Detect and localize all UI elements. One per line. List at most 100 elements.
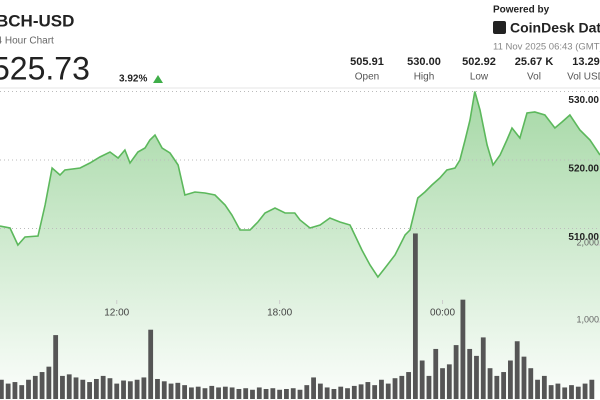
volume-bar xyxy=(311,377,316,399)
stat-label: Low xyxy=(470,72,489,83)
up-arrow xyxy=(153,75,163,83)
volume-bar xyxy=(494,375,500,399)
stat-value: 13.29 xyxy=(572,56,600,68)
volume-bar xyxy=(39,372,45,399)
powered-by: Powered by xyxy=(493,5,550,16)
volume-bar xyxy=(412,233,418,399)
volume-bar xyxy=(168,383,174,399)
price-line xyxy=(0,91,600,279)
volume-bar xyxy=(100,375,106,399)
volume-bar xyxy=(582,383,588,399)
volume-bar xyxy=(148,329,154,399)
volume-bar xyxy=(12,382,18,399)
volume-bar xyxy=(372,385,378,399)
volume-bar xyxy=(297,389,303,399)
volume-bar xyxy=(453,345,459,399)
volume-bar xyxy=(555,383,561,399)
volume-bar xyxy=(141,377,147,399)
volume-bar xyxy=(365,382,371,399)
volume-bar xyxy=(250,389,255,399)
volume-bar xyxy=(351,385,357,399)
volume-bar xyxy=(528,368,534,399)
volume-bar xyxy=(263,388,269,399)
volume-bar xyxy=(460,299,466,399)
volume-bar xyxy=(107,378,113,399)
volume-bar xyxy=(277,389,283,399)
volume-bar xyxy=(487,368,493,399)
y2-tick-label: 1,000 xyxy=(576,314,599,324)
volume-bar xyxy=(426,375,432,399)
price: 525.73 xyxy=(0,50,90,86)
volume-bar xyxy=(284,388,289,399)
volume-bar xyxy=(508,360,513,399)
brand: CoinDesk Data xyxy=(510,20,600,36)
volume-bar xyxy=(127,381,133,399)
volume-bar xyxy=(324,387,330,399)
volume-bar xyxy=(26,379,31,399)
volume-bar xyxy=(474,355,479,399)
y2-tick-label: 2,000 xyxy=(576,237,599,247)
volume-bar xyxy=(399,375,405,399)
volume-bar xyxy=(569,385,574,399)
x-tick-label: 12:00 xyxy=(104,308,129,319)
volume-bar xyxy=(433,348,439,399)
volume-bar xyxy=(290,388,296,399)
volume-bar xyxy=(161,381,167,399)
stat-label: Vol xyxy=(527,72,541,83)
volume-bar xyxy=(243,388,249,399)
volume-bar xyxy=(60,375,65,399)
volume-bar xyxy=(535,379,540,399)
volume-bar xyxy=(134,379,140,399)
volume-bar xyxy=(467,348,473,399)
volume-bar xyxy=(331,388,337,399)
volume-bar xyxy=(32,375,38,399)
volume-bar xyxy=(0,379,4,399)
volume-bar xyxy=(385,383,391,399)
volume-bar xyxy=(501,372,507,399)
y-tick-label: 520.00 xyxy=(568,164,599,175)
volume-bar xyxy=(195,386,201,399)
stat-value: 502.92 xyxy=(462,56,496,68)
stat-value: 505.91 xyxy=(350,56,384,68)
volume-bar xyxy=(562,387,568,399)
timestamp: 11 Nov 2025 06:43 (GMT) xyxy=(493,42,600,53)
volume-bar xyxy=(236,388,242,399)
volume-bar xyxy=(121,380,126,399)
brand-icon xyxy=(493,21,506,34)
volume-bar xyxy=(93,378,99,399)
stat-value: 25.67 K xyxy=(515,56,554,68)
volume-bar xyxy=(419,360,425,399)
volume-bar xyxy=(222,386,228,399)
volume-bar xyxy=(548,385,554,399)
volume-bar xyxy=(87,382,92,399)
area-fill xyxy=(0,91,600,400)
x-tick-label: 00:00 xyxy=(430,308,455,319)
x-tick-label: 18:00 xyxy=(267,308,292,319)
volume-bar xyxy=(182,385,188,399)
volume-bar xyxy=(541,375,547,399)
stat-value: 530.00 xyxy=(407,56,441,68)
volume-bar xyxy=(46,366,52,399)
volume-bar xyxy=(345,388,350,399)
volume-bar xyxy=(189,387,194,399)
volume-bar xyxy=(521,356,527,399)
volume-bar xyxy=(589,379,595,399)
volume-bar xyxy=(256,387,262,399)
volume-bar xyxy=(480,337,486,399)
volume-bar xyxy=(209,385,215,399)
volume-bar xyxy=(5,383,11,399)
volume-bar xyxy=(304,385,310,399)
volume-bar xyxy=(216,387,221,399)
volume-bar xyxy=(406,372,411,399)
volume-bar xyxy=(229,387,235,399)
volume-bar xyxy=(53,335,59,399)
volume-bar xyxy=(575,386,581,399)
volume-bar xyxy=(440,368,445,399)
subtitle: 24 Hour Chart xyxy=(0,36,54,47)
volume-bar xyxy=(392,378,398,399)
volume-bar xyxy=(155,378,160,399)
volume-bar xyxy=(114,383,120,399)
volume-bar xyxy=(514,341,520,399)
volume-bar xyxy=(66,374,72,399)
